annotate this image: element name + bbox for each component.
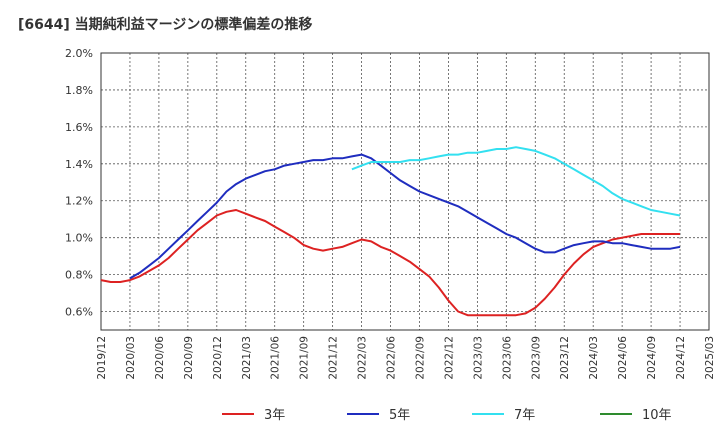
legend-label: 7年 [514,408,535,423]
legend-label: 10年 [642,408,672,423]
x-tick-label: 2024/12 [675,336,687,380]
x-tick-label: 2023/06 [501,336,513,380]
legend-label: 3年 [264,408,285,423]
plot-border [100,52,710,331]
x-tick-label: 2020/06 [154,336,166,380]
series-lines [100,146,681,317]
x-tick-label: 2023/09 [530,336,542,380]
legend: 3年 5年 7年 10年 [222,408,672,423]
y-axis-ticks: 0.6% 0.8% 1.0% 1.2% 1.4% 1.6% 1.8% 2.0% [65,47,93,319]
series-line [100,209,680,317]
x-tick-label: 2022/09 [414,336,426,380]
legend-label: 5年 [389,408,410,423]
y-tick-label: 0.8% [65,269,93,282]
series-line [129,153,681,280]
y-tick-label: 1.6% [65,121,93,134]
y-tick-label: 2.0% [65,47,93,60]
x-tick-label: 2025/03 [704,336,716,380]
x-tick-label: 2021/09 [299,336,311,380]
x-tick-label: 2022/12 [443,336,455,380]
y-tick-label: 1.8% [65,84,93,97]
x-tick-label: 2021/06 [270,336,282,380]
series-line [351,146,681,217]
y-tick-label: 0.6% [65,306,93,319]
x-tick-label: 2021/03 [241,336,253,380]
x-tick-label: 2024/06 [617,336,629,380]
y-tick-label: 1.4% [65,158,93,171]
x-tick-label: 2024/03 [588,336,600,380]
x-tick-label: 2019/12 [96,336,108,380]
grid [101,53,709,330]
x-axis-ticks: 2019/12 2020/03 2020/06 2020/09 2020/12 2021/… [96,336,716,380]
x-tick-label: 2023/12 [559,336,571,380]
x-tick-label: 2020/09 [183,336,195,380]
x-tick-label: 2023/03 [472,336,484,380]
chart-title: [6644] 当期純利益マージンの標準偏差の推移 [18,17,313,33]
x-tick-label: 2022/06 [386,336,398,380]
x-tick-label: 2020/03 [125,336,137,380]
y-tick-label: 1.0% [65,232,93,245]
y-tick-label: 1.2% [65,195,93,208]
x-tick-label: 2020/12 [212,336,224,380]
x-tick-label: 2021/12 [328,336,340,380]
x-tick-label: 2024/09 [646,336,658,380]
x-tick-label: 2022/03 [357,336,369,380]
